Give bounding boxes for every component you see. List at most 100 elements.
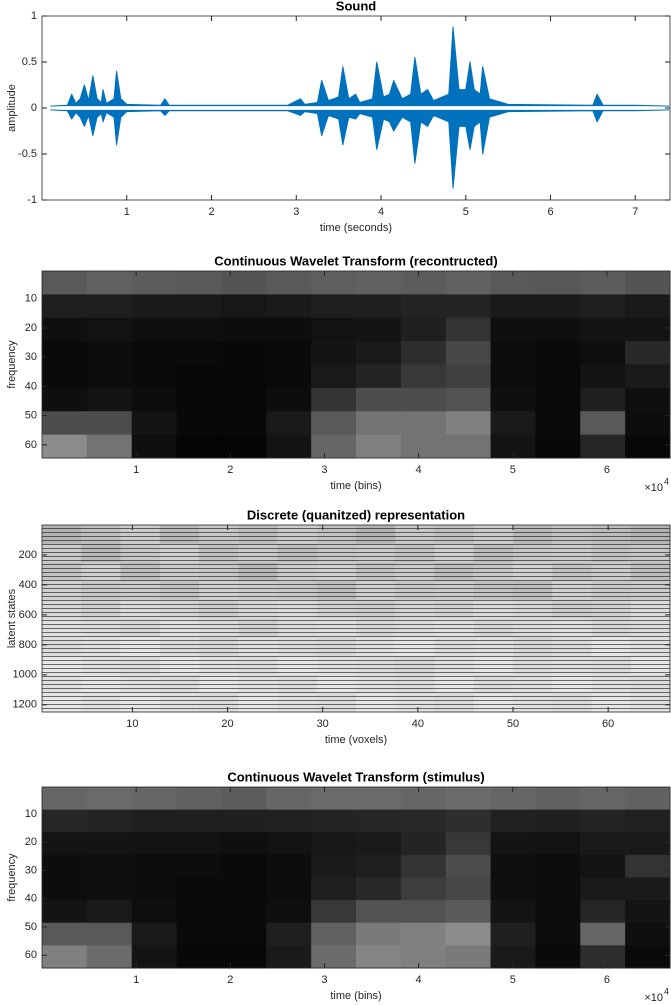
y-tick-label: 20 <box>25 322 37 334</box>
heatmap-cell <box>356 411 402 436</box>
heatmap-cell <box>131 854 178 878</box>
heatmap-cell <box>490 364 536 389</box>
heatmap-cell <box>580 341 626 365</box>
heatmap-cell <box>131 387 178 412</box>
heatmap-cell <box>176 809 222 833</box>
heatmap-cell <box>445 900 492 924</box>
heatmap-cell <box>311 294 357 319</box>
y-tick-label: 200 <box>19 549 37 561</box>
heatmap-cell <box>625 832 671 856</box>
heatmap-cell <box>266 922 312 946</box>
heatmap-cell <box>490 434 536 459</box>
heatmap-cell <box>535 294 581 319</box>
heatmap-cell <box>445 411 492 436</box>
heatmap-cell <box>625 294 671 319</box>
heatmap-cell <box>490 271 536 295</box>
heatmap-cell <box>266 900 312 924</box>
heatmap-cell <box>445 271 492 295</box>
heatmap-cell <box>400 271 447 295</box>
chart-title: Continuous Wavelet Transform (stimulus) <box>227 769 484 784</box>
heatmap-cell <box>86 900 133 924</box>
heatmap-cell <box>625 364 671 389</box>
heatmap-cell <box>535 787 581 811</box>
heatmap-cell <box>625 809 671 833</box>
heatmap-cell <box>42 945 88 969</box>
y-tick-label: 400 <box>19 579 37 591</box>
heatmap-cell <box>86 787 133 811</box>
heatmap-cell <box>580 945 626 969</box>
heatmap-cell <box>266 364 312 389</box>
heatmap-cell <box>311 832 357 856</box>
heatmap-cell <box>311 271 357 295</box>
waveform-lower <box>50 109 670 189</box>
x-tick-label: 4 <box>378 206 384 218</box>
heatmap-cell <box>445 387 492 412</box>
y-tick-label: 1 <box>31 10 37 22</box>
heatmap-cell <box>356 364 402 389</box>
y-tick-label: 40 <box>25 893 37 905</box>
heatmap-cell <box>580 877 626 901</box>
x-scale-exponent: 4 <box>664 986 669 996</box>
heatmap-cell <box>445 945 492 969</box>
heatmap-cell <box>131 364 178 389</box>
heatmap-cell <box>535 387 581 412</box>
heatmap-cell <box>490 341 536 365</box>
heatmap-cell <box>490 411 536 436</box>
heatmap-cell <box>176 945 222 969</box>
heatmap-cell <box>400 294 447 319</box>
heatmap-cell <box>221 364 267 389</box>
heatmap-cell <box>580 787 626 811</box>
heatmap-cell <box>490 877 536 901</box>
x-tick-label: 1 <box>133 974 139 986</box>
heatmap-cell <box>580 411 626 436</box>
heatmap-cell <box>42 411 88 436</box>
heatmap-cell <box>580 271 626 295</box>
y-tick-label: -0.5 <box>18 148 37 160</box>
x-tick-label: 2 <box>208 206 214 218</box>
heatmap-cell <box>221 809 267 833</box>
heatmap-cell <box>266 341 312 365</box>
heatmap-cell <box>445 832 492 856</box>
heatmap-cell <box>490 387 536 412</box>
heatmap-cell <box>490 809 536 833</box>
x-tick-label: 6 <box>547 206 553 218</box>
heatmap-cell <box>490 294 536 319</box>
heatmap-cell <box>176 854 222 878</box>
y-tick-label: 0.5 <box>22 56 37 68</box>
y-axis-label: latent states <box>6 588 18 648</box>
heatmap-cell <box>266 434 312 459</box>
heatmap-cell <box>176 787 222 811</box>
heatmap-cell <box>221 854 267 878</box>
heatmap-cell <box>266 787 312 811</box>
heatmap-cell <box>221 294 267 319</box>
heatmap-cell <box>445 294 492 319</box>
y-tick-label: 20 <box>25 836 37 848</box>
heatmap-cell <box>266 411 312 436</box>
heatmap-cell <box>400 809 447 833</box>
heatmap-cell <box>221 411 267 436</box>
heatmap-cell <box>221 434 267 459</box>
heatmap-cell <box>580 387 626 412</box>
x-tick-label: 3 <box>321 464 327 476</box>
heatmap-cell <box>535 900 581 924</box>
heatmap-cell <box>580 317 626 342</box>
heatmap-cell <box>625 317 671 342</box>
heatmap-cell <box>86 832 133 856</box>
heatmap-cell <box>42 877 88 901</box>
heatmap-cell <box>400 317 447 342</box>
y-tick-label: 60 <box>25 439 37 451</box>
heatmap-cell <box>400 411 447 436</box>
heatmap-cell <box>266 877 312 901</box>
heatmap-cell <box>86 271 133 295</box>
y-tick-label: 0 <box>31 102 37 114</box>
heatmap-cell <box>221 271 267 295</box>
heatmap-cell <box>490 945 536 969</box>
panel: 10 20 30 40 50 60 200 400 600 800 1000 1200 Discrete… <box>6 507 671 746</box>
heatmap-cell <box>86 317 133 342</box>
heatmap-cell <box>625 900 671 924</box>
heatmap-cell <box>625 922 671 946</box>
x-tick-label: 20 <box>221 718 233 730</box>
y-tick-label: 600 <box>19 609 37 621</box>
heatmap-cell <box>311 809 357 833</box>
heatmap-cell <box>42 271 88 295</box>
